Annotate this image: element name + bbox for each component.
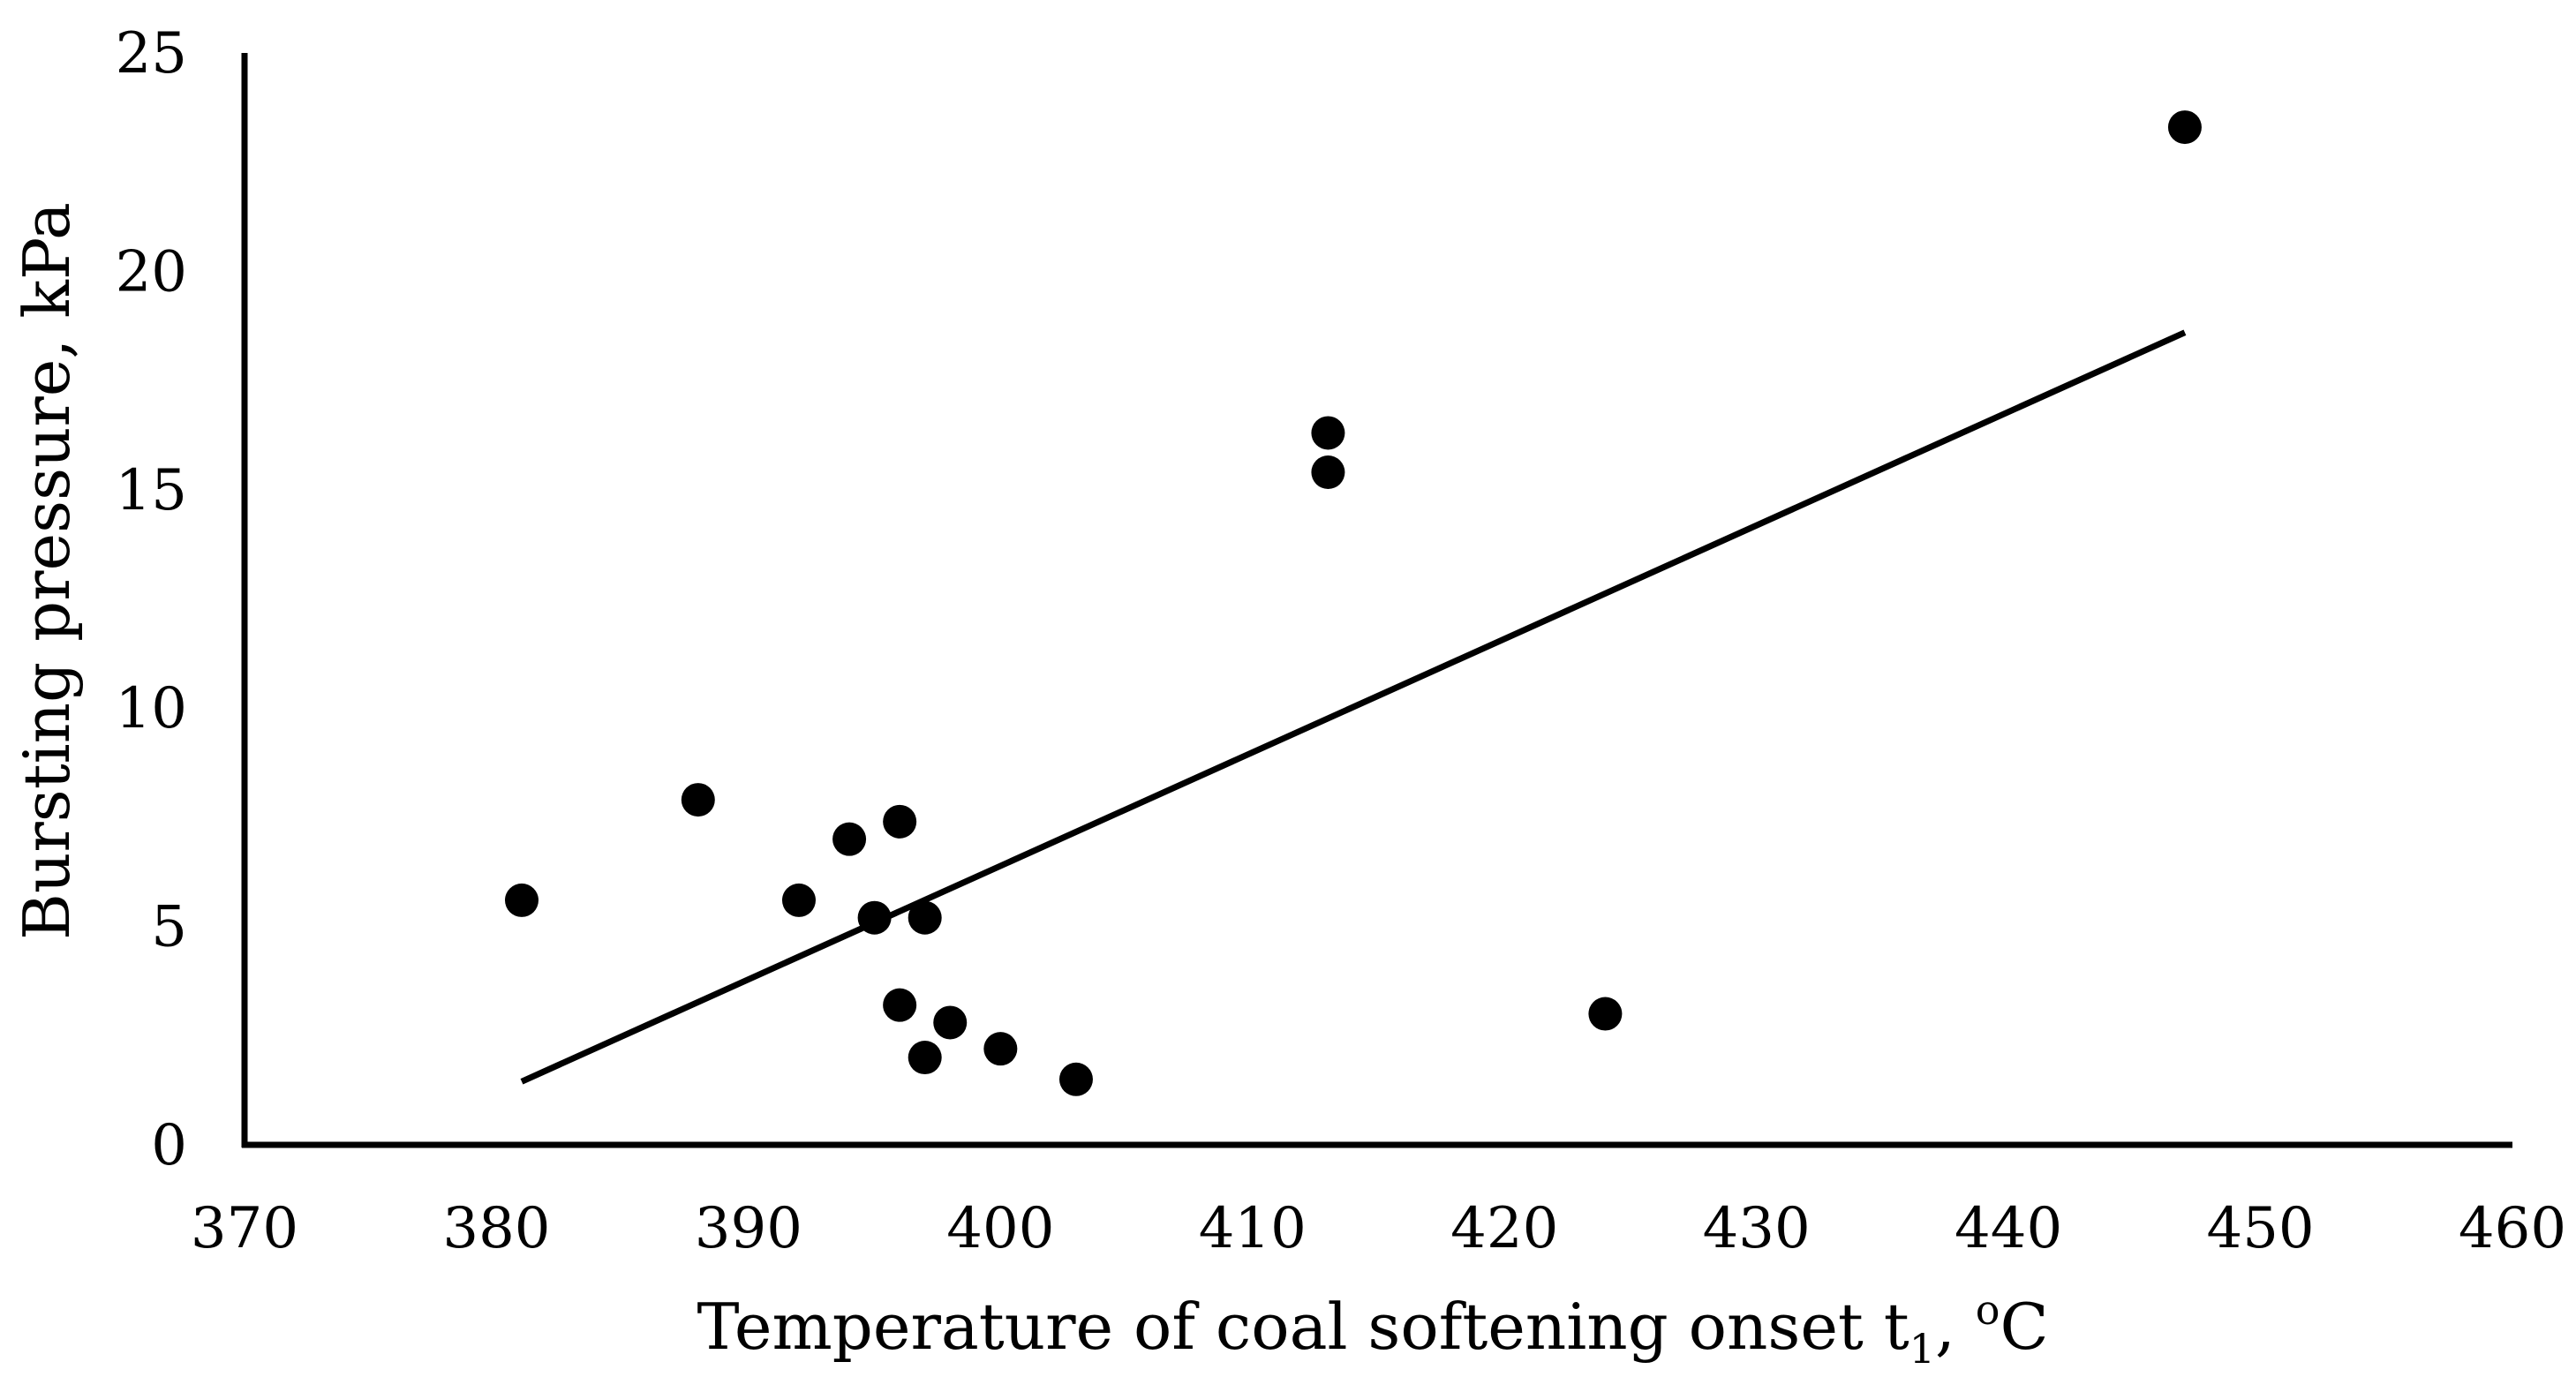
x-tick-label: 460 — [2459, 1196, 2566, 1261]
data-point — [1058, 1062, 1093, 1096]
x-tick-label: 430 — [1703, 1196, 1811, 1261]
x-tick-label: 440 — [1955, 1196, 2062, 1261]
x-tick-label: 370 — [191, 1196, 298, 1261]
data-point — [504, 883, 539, 917]
data-point — [681, 783, 715, 817]
y-tick-label: 10 — [116, 676, 187, 741]
y-axis-title: Bursting pressure, kPa — [10, 202, 84, 940]
data-point — [883, 988, 917, 1022]
y-tick-label: 15 — [116, 458, 187, 523]
x-tick-label: 450 — [2206, 1196, 2314, 1261]
data-point — [908, 1041, 942, 1075]
data-point — [1311, 416, 1345, 450]
data-point — [857, 900, 892, 935]
y-tick-label: 5 — [151, 895, 187, 960]
data-point — [2167, 110, 2202, 145]
y-tick-label: 25 — [116, 21, 187, 87]
trendline — [520, 329, 2187, 1085]
data-point — [1588, 997, 1623, 1031]
x-tick-label: 410 — [1199, 1196, 1307, 1261]
y-tick-label: 20 — [116, 239, 187, 305]
x-tick-label: 380 — [442, 1196, 550, 1261]
y-tick-labels: 0 5 10 15 20 25 — [116, 21, 187, 1178]
data-point — [908, 900, 942, 935]
data-point — [832, 822, 867, 856]
x-axis-title: Temperature of coal softening onset t1, … — [697, 1286, 2048, 1373]
x-axis-title-superscript: o — [1976, 1286, 2000, 1334]
x-tick-labels: 370 380 390 400 410 420 430 440 450 460 — [191, 1196, 2566, 1261]
data-point — [983, 1032, 1018, 1066]
x-axis-title-subscript: 1 — [1909, 1325, 1935, 1373]
x-tick-label: 390 — [695, 1196, 802, 1261]
data-points — [504, 110, 2202, 1096]
x-tick-label: 420 — [1450, 1196, 1558, 1261]
y-tick-label: 0 — [151, 1113, 187, 1178]
data-point — [1311, 455, 1345, 490]
x-axis-title-main: Temperature of coal softening onset t — [697, 1290, 1909, 1364]
data-point — [933, 1005, 968, 1040]
x-axis-title-unit: C — [2000, 1290, 2048, 1364]
data-point — [883, 804, 917, 839]
x-axis-title-separator: , — [1935, 1290, 1976, 1364]
x-tick-label: 400 — [946, 1196, 1054, 1261]
data-point — [781, 883, 816, 917]
